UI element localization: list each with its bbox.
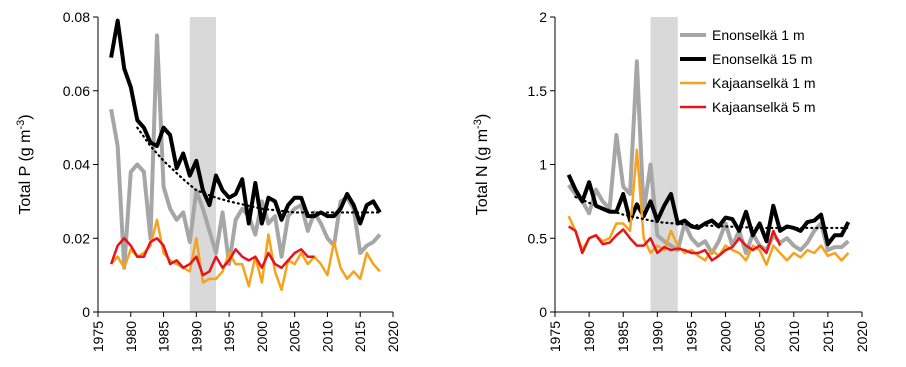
trend-line [574, 195, 850, 230]
series-line [566, 173, 851, 247]
x-tick-label: 2015 [352, 321, 368, 352]
x-tick-label: 2010 [786, 321, 802, 352]
y-tick-label: 0.04 [63, 157, 90, 173]
y-tick-label: 0.08 [63, 9, 90, 25]
y-tick-label: 0 [539, 304, 547, 320]
series-line [109, 33, 382, 270]
x-tick-label: 1985 [156, 321, 172, 352]
y-axis-label-sup: -3 [15, 120, 27, 130]
y-tick-label: 0.06 [63, 83, 90, 99]
x-tick-label: 2000 [718, 321, 734, 352]
y-tick-label: 1 [539, 157, 547, 173]
y-axis-label-end: ) [17, 114, 34, 119]
x-tick-label: 2020 [385, 321, 401, 352]
x-tick-label: 1995 [221, 321, 237, 352]
x-tick-label: 1985 [615, 321, 631, 352]
y-tick-label: 0.5 [528, 230, 548, 246]
y-axis-label-text: Total N (g m [474, 129, 491, 215]
y-axis-label-text: Total P (g m [17, 130, 34, 215]
series-line [109, 18, 382, 226]
x-tick-label: 1990 [649, 321, 665, 352]
y-axis-label-sup: -3 [472, 119, 484, 129]
legend-label: Enonselkä 15 m [712, 51, 812, 67]
series-line [109, 237, 315, 277]
x-tick-label: 1975 [90, 321, 106, 352]
y-tick-label: 1.5 [528, 83, 548, 99]
x-tick-label: 2005 [287, 321, 303, 352]
legend-label: Kajaanselkä 1 m [712, 75, 816, 91]
x-tick-label: 1975 [547, 321, 563, 352]
series-line [567, 59, 850, 255]
x-tick-label: 2015 [820, 321, 836, 352]
shaded-period [650, 17, 678, 312]
x-tick-label: 1990 [188, 321, 204, 352]
x-tick-label: 1995 [683, 321, 699, 352]
x-tick-label: 1980 [581, 321, 597, 352]
x-tick-label: 2000 [254, 321, 270, 352]
series-line [110, 218, 381, 292]
y-axis-label-end: ) [474, 114, 491, 119]
series-line [567, 225, 782, 262]
legend-label: Enonselkä 1 m [712, 27, 805, 43]
x-tick-label: 1980 [123, 321, 139, 352]
y-tick-label: 0 [82, 304, 90, 320]
trend-line [136, 126, 381, 214]
y-tick-label: 2 [539, 9, 547, 25]
x-tick-label: 2005 [752, 321, 768, 352]
x-tick-label: 2020 [854, 321, 870, 352]
y-axis-label: Total N (g m-3) [472, 114, 491, 215]
y-axis-label: Total P (g m-3) [15, 114, 34, 214]
x-tick-label: 2010 [319, 321, 335, 352]
y-tick-label: 0.02 [63, 230, 90, 246]
legend-label: Kajaanselkä 5 m [712, 99, 816, 115]
